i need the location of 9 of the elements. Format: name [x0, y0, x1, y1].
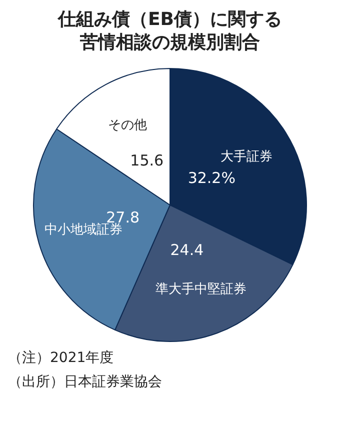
data-label: 32.2% [188, 168, 236, 187]
text: （出所）日本証券業協会 [8, 373, 163, 392]
data-label: 24.4 [170, 241, 204, 260]
slice-label: 準大手中堅証券 [156, 282, 247, 297]
slice-label: その他 [108, 118, 148, 133]
data-label: 15.6 [130, 152, 164, 170]
text: （注）2021年度 [8, 349, 115, 368]
slice-label: 大手証券 [220, 150, 272, 165]
chart-title: 仕組み債（EB債）に関する苦情相談の規模別割合 [56, 8, 283, 54]
